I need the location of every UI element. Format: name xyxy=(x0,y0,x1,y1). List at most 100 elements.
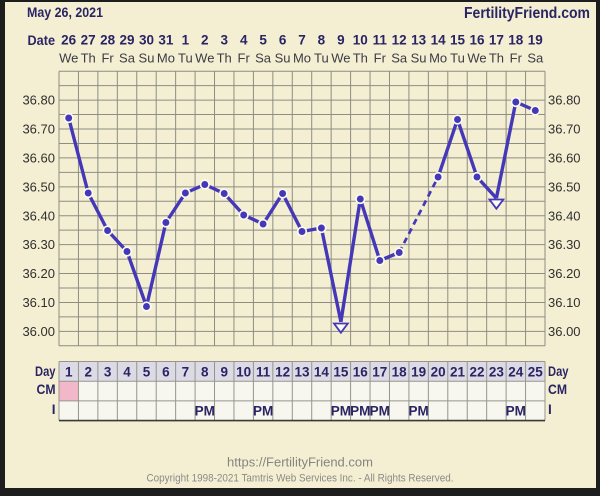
svg-text:4: 4 xyxy=(123,364,131,379)
svg-text:We: We xyxy=(195,51,214,66)
svg-text:21: 21 xyxy=(450,364,466,379)
svg-text:3: 3 xyxy=(104,364,112,379)
svg-text:CM: CM xyxy=(548,382,567,397)
svg-text:1: 1 xyxy=(182,33,190,48)
svg-text:Th: Th xyxy=(81,51,96,66)
svg-text:36.70: 36.70 xyxy=(548,122,581,137)
svg-text:Mo: Mo xyxy=(293,51,311,66)
svg-text:We: We xyxy=(331,51,350,66)
svg-text:Fr: Fr xyxy=(374,51,387,66)
svg-text:12: 12 xyxy=(392,33,407,48)
svg-text:36.40: 36.40 xyxy=(22,208,55,223)
svg-text:Sa: Sa xyxy=(391,51,408,66)
svg-text:17: 17 xyxy=(372,364,387,379)
svg-text:29: 29 xyxy=(119,33,134,48)
svg-text:1: 1 xyxy=(65,364,73,379)
svg-text:36.00: 36.00 xyxy=(22,324,55,339)
svg-text:36.50: 36.50 xyxy=(548,179,581,194)
svg-text:27: 27 xyxy=(81,33,96,48)
svg-text:36.10: 36.10 xyxy=(22,295,55,310)
svg-text:15: 15 xyxy=(333,364,349,379)
svg-text:19: 19 xyxy=(528,33,543,48)
svg-text:2: 2 xyxy=(201,33,209,48)
svg-text:Mo: Mo xyxy=(429,51,447,66)
svg-text:36.20: 36.20 xyxy=(548,266,581,281)
svg-text:Th: Th xyxy=(489,51,504,66)
svg-text:14: 14 xyxy=(431,33,447,48)
svg-text:10: 10 xyxy=(236,364,251,379)
svg-text:Tu: Tu xyxy=(450,51,465,66)
svg-text:Mo: Mo xyxy=(157,51,175,66)
svg-text:30: 30 xyxy=(139,33,154,48)
svg-text:16: 16 xyxy=(469,33,485,48)
svg-text:23: 23 xyxy=(489,364,505,379)
svg-text:36.10: 36.10 xyxy=(548,295,581,310)
svg-text:7: 7 xyxy=(182,364,190,379)
svg-text:36.60: 36.60 xyxy=(548,151,581,166)
svg-text:36.50: 36.50 xyxy=(22,179,55,194)
svg-text:11: 11 xyxy=(373,33,388,48)
svg-text:Su: Su xyxy=(275,51,291,66)
svg-text:18: 18 xyxy=(392,364,408,379)
svg-text:8: 8 xyxy=(201,364,209,379)
svg-text:Tu: Tu xyxy=(178,51,193,66)
svg-text:PM: PM xyxy=(506,404,526,419)
svg-text:Date: Date xyxy=(28,33,56,48)
svg-text:19: 19 xyxy=(411,364,426,379)
svg-text:36.20: 36.20 xyxy=(22,266,55,281)
svg-text:25: 25 xyxy=(528,364,544,379)
svg-text:Fr: Fr xyxy=(101,51,114,66)
svg-text:PM: PM xyxy=(253,404,273,419)
svg-text:Tu: Tu xyxy=(314,51,329,66)
svg-text:Sa: Sa xyxy=(255,51,272,66)
svg-text:13: 13 xyxy=(411,33,427,48)
svg-text:16: 16 xyxy=(353,364,369,379)
svg-text:20: 20 xyxy=(431,364,446,379)
svg-text:We: We xyxy=(59,51,78,66)
svg-text:36.40: 36.40 xyxy=(548,208,581,223)
svg-text:We: We xyxy=(467,51,486,66)
svg-text:15: 15 xyxy=(450,33,466,48)
svg-text:Copyright 1998-2021 Tamtris We: Copyright 1998-2021 Tamtris Web Services… xyxy=(147,473,454,485)
svg-text:5: 5 xyxy=(143,364,151,379)
svg-text:10: 10 xyxy=(353,33,368,48)
svg-text:I: I xyxy=(548,402,552,417)
svg-text:Sa: Sa xyxy=(527,51,544,66)
svg-text:Day: Day xyxy=(548,364,569,379)
svg-text:36.80: 36.80 xyxy=(22,93,55,108)
svg-text:14: 14 xyxy=(314,364,330,379)
svg-text:36.30: 36.30 xyxy=(548,237,581,252)
svg-text:36.30: 36.30 xyxy=(22,237,55,252)
svg-text:PM: PM xyxy=(350,404,370,419)
svg-text:Day: Day xyxy=(35,364,56,379)
svg-text:22: 22 xyxy=(469,364,484,379)
svg-text:Fr: Fr xyxy=(510,51,523,66)
svg-text:7: 7 xyxy=(298,33,306,48)
svg-text:12: 12 xyxy=(275,364,290,379)
svg-text:Su: Su xyxy=(411,51,427,66)
svg-text:13: 13 xyxy=(294,364,310,379)
svg-text:PM: PM xyxy=(195,404,215,419)
svg-text:I: I xyxy=(52,402,56,417)
svg-text:5: 5 xyxy=(259,33,267,48)
svg-text:18: 18 xyxy=(508,33,524,48)
svg-text:24: 24 xyxy=(508,364,524,379)
svg-text:11: 11 xyxy=(256,364,271,379)
svg-text:Th: Th xyxy=(353,51,368,66)
svg-text:Su: Su xyxy=(139,51,155,66)
svg-text:3: 3 xyxy=(220,33,228,48)
svg-text:17: 17 xyxy=(489,33,504,48)
svg-text:Th: Th xyxy=(217,51,232,66)
svg-text:28: 28 xyxy=(100,33,116,48)
svg-text:https://FertilityFriend.com: https://FertilityFriend.com xyxy=(227,455,373,470)
svg-text:31: 31 xyxy=(158,33,174,48)
svg-text:6: 6 xyxy=(162,364,170,379)
svg-text:2: 2 xyxy=(84,364,92,379)
svg-text:9: 9 xyxy=(337,33,345,48)
svg-text:36.80: 36.80 xyxy=(548,93,581,108)
svg-text:FertilityFriend.com: FertilityFriend.com xyxy=(464,5,590,22)
svg-text:6: 6 xyxy=(279,33,287,48)
svg-text:Fr: Fr xyxy=(238,51,251,66)
svg-text:36.70: 36.70 xyxy=(22,122,55,137)
svg-text:CM: CM xyxy=(37,382,56,397)
